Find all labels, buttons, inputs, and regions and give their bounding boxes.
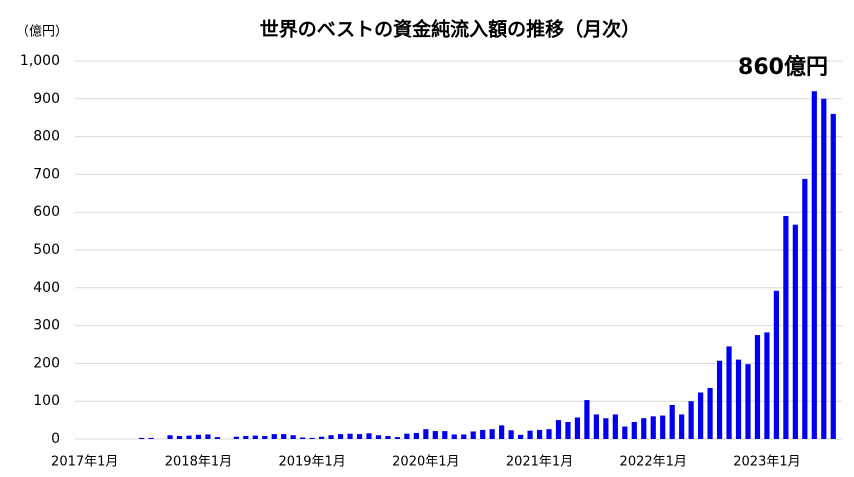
bar — [641, 418, 647, 439]
bar — [281, 434, 287, 439]
bar — [536, 429, 543, 439]
bar — [660, 415, 666, 439]
bar — [243, 435, 249, 439]
bar — [574, 417, 581, 439]
bar — [830, 113, 836, 440]
bar — [375, 435, 382, 439]
bar — [499, 425, 505, 439]
bar — [726, 346, 732, 439]
annotation: 860億円 — [738, 54, 828, 80]
bar — [337, 434, 344, 439]
bar — [290, 435, 296, 439]
bar — [622, 426, 628, 439]
bar — [404, 433, 410, 439]
bar — [214, 437, 220, 439]
bar — [792, 224, 798, 439]
bar — [669, 404, 675, 439]
bar — [366, 433, 372, 439]
bar — [508, 430, 514, 439]
bar — [679, 414, 685, 439]
bar — [821, 98, 827, 440]
x-tick-label: 2017年1月 — [51, 455, 118, 470]
bar — [527, 430, 533, 439]
bar — [480, 429, 486, 439]
y-tick-label: 100 — [33, 393, 60, 409]
bar — [555, 420, 562, 439]
x-tick-label: 2021年1月 — [506, 455, 573, 470]
y-tick-label: 300 — [33, 318, 60, 334]
bar — [328, 435, 334, 439]
bar — [356, 434, 363, 439]
bar — [612, 414, 618, 439]
bar — [783, 215, 789, 439]
bar — [167, 435, 173, 439]
bar — [745, 364, 751, 439]
bar — [347, 433, 353, 439]
bar — [764, 332, 770, 439]
bar — [754, 335, 761, 439]
bar — [603, 418, 609, 439]
y-tick-label: 1,000 — [20, 53, 60, 69]
bar — [650, 416, 656, 439]
bar — [413, 432, 419, 439]
y-tick-label: 500 — [33, 242, 60, 258]
bar — [262, 435, 268, 439]
x-tick-label: 2023年1月 — [733, 455, 800, 470]
bar — [442, 431, 448, 439]
y-tick-label: 400 — [33, 280, 60, 296]
bar — [811, 91, 817, 440]
bar — [735, 359, 742, 439]
bar — [233, 436, 239, 439]
bar — [186, 435, 192, 439]
bar — [423, 429, 429, 439]
bar — [451, 434, 457, 439]
x-tick-label: 2022年1月 — [620, 455, 687, 470]
y-tick-label: 0 — [51, 431, 60, 447]
bar — [631, 421, 637, 439]
bar — [698, 392, 704, 439]
bar — [138, 437, 145, 439]
y-unit: （億円） — [16, 24, 68, 40]
x-tick-label: 2018年1月 — [165, 455, 232, 470]
bar — [385, 435, 391, 439]
bar — [195, 434, 202, 439]
bar — [517, 434, 524, 439]
bar — [432, 431, 438, 439]
bar — [593, 414, 599, 439]
bar — [148, 437, 154, 439]
bar — [205, 434, 211, 439]
bar — [176, 435, 183, 439]
bar — [252, 435, 258, 439]
bar — [584, 400, 590, 439]
bar — [707, 387, 713, 439]
bar — [565, 421, 571, 439]
y-tick-label: 800 — [33, 129, 60, 145]
bar — [489, 429, 495, 439]
y-tick-label: 600 — [33, 204, 60, 220]
y-tick-label: 900 — [33, 91, 60, 107]
bar — [300, 437, 306, 439]
y-tick-label: 700 — [33, 166, 60, 182]
bar — [394, 437, 401, 439]
x-tick-label: 2019年1月 — [278, 455, 345, 470]
bar — [319, 436, 325, 439]
bar — [546, 429, 552, 439]
bar — [461, 434, 467, 439]
chart-title: 世界のベストの資金純流入額の推移（月次） — [260, 18, 640, 41]
y-tick-label: 200 — [33, 355, 60, 371]
bar — [470, 431, 476, 439]
bar — [309, 437, 315, 439]
bar — [802, 178, 808, 439]
bar — [688, 401, 694, 439]
bar — [716, 360, 723, 439]
x-tick-label: 2020年1月 — [392, 455, 459, 470]
bar — [271, 434, 277, 439]
bar — [773, 290, 780, 439]
